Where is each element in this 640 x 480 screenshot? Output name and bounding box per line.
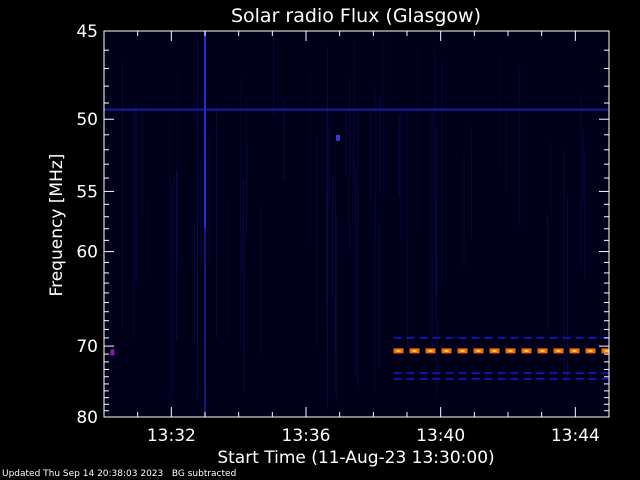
noise-stripe	[441, 61, 443, 288]
noise-stripe	[378, 222, 380, 368]
footer-status: Updated Thu Sep 14 20:38:03 2023 BG subt…	[2, 469, 236, 479]
noise-stripe	[550, 140, 552, 220]
y-tick-label: 45	[76, 22, 98, 42]
noise-stripe	[177, 74, 179, 262]
noise-stripe	[435, 198, 437, 296]
noise-stripe	[353, 41, 355, 190]
noise-stripe	[357, 116, 359, 389]
noise-stripe	[583, 130, 584, 199]
noise-stripe	[227, 201, 229, 335]
noise-stripe	[332, 173, 334, 296]
noise-stripe	[243, 179, 245, 392]
plot-frame	[103, 30, 610, 418]
noise-stripe	[208, 132, 210, 264]
noise-stripe	[240, 76, 242, 345]
noise-stripe	[584, 148, 586, 279]
noise-stripe	[122, 60, 123, 331]
chart-title: Solar radio Flux (Glasgow)	[231, 5, 481, 27]
noise-stripe	[580, 93, 582, 270]
emission-spot	[110, 349, 115, 356]
noise-stripe	[334, 199, 336, 352]
y-tick-label: 55	[76, 182, 98, 202]
noise-stripe	[374, 84, 376, 239]
y-tick-label: 50	[76, 110, 98, 130]
noise-stripe	[436, 127, 438, 396]
noise-stripe	[176, 170, 178, 341]
noise-stripe	[171, 184, 173, 400]
y-tick-label: 80	[76, 408, 98, 428]
noise-stripe	[194, 221, 195, 342]
noise-stripe	[169, 116, 171, 407]
emission-spot	[335, 134, 340, 141]
noise-stripe	[499, 57, 501, 167]
noise-stripe	[398, 116, 400, 198]
noise-stripe	[141, 99, 143, 219]
noise-stripe	[349, 79, 350, 252]
noise-stripe	[563, 150, 565, 374]
y-tick-label: 60	[76, 243, 98, 263]
noise-stripe	[336, 217, 337, 402]
noise-stripe	[327, 45, 328, 409]
x-tick-label: 13:44	[551, 426, 600, 446]
noise-stripe	[200, 157, 202, 265]
spectral-features	[104, 31, 609, 417]
y-axis-ticks: 45 50 55 60 70 80	[76, 22, 609, 428]
noise-stripe	[463, 154, 465, 269]
noise-stripe	[383, 35, 385, 200]
noise-stripe	[216, 107, 218, 339]
noise-stripe	[505, 110, 507, 192]
noise-stripe	[283, 98, 285, 180]
y-axis-label: Frequency [MHz]	[47, 154, 67, 297]
noise-stripe	[196, 40, 198, 398]
bg-subtracted-note: BG subtracted	[171, 469, 237, 479]
x-axis-label: Start Time (11-Aug-23 13:30:00)	[217, 448, 494, 468]
noise-stripe	[345, 111, 347, 174]
noise-stripe	[135, 102, 137, 282]
x-tick-label: 13:32	[147, 426, 196, 446]
noise-stripe	[260, 206, 262, 357]
noise-stripe	[316, 137, 318, 345]
noise-stripe	[241, 215, 243, 277]
x-tick-label: 13:40	[416, 426, 465, 446]
noise-stripe	[400, 110, 402, 241]
noise-stripe	[370, 112, 372, 202]
noise-stripe	[309, 74, 311, 245]
noise-stripe	[417, 47, 419, 233]
noise-stripe	[193, 38, 195, 125]
noise-stripe	[148, 201, 149, 274]
noise-stripe	[328, 128, 330, 207]
noise-stripes	[122, 35, 586, 409]
noise-stripe	[334, 137, 336, 396]
noise-stripe	[434, 60, 436, 322]
noise-stripe	[273, 36, 274, 116]
noise-stripe	[374, 191, 376, 391]
noise-stripe	[519, 65, 521, 226]
noise-stripe	[566, 197, 568, 377]
noise-stripe	[172, 171, 174, 390]
y-tick-label: 70	[76, 337, 98, 357]
noise-stripe	[355, 166, 357, 377]
noise-stripe	[351, 139, 353, 225]
x-tick-label: 13:36	[282, 426, 331, 446]
noise-stripe	[133, 110, 135, 339]
noise-stripe	[471, 126, 473, 240]
noise-stripe	[201, 89, 203, 158]
plot-background	[104, 31, 609, 417]
noise-stripe	[547, 214, 549, 329]
noise-stripe	[379, 94, 381, 196]
noise-stripe	[434, 45, 436, 261]
noise-stripe	[246, 144, 248, 233]
noise-stripe	[431, 106, 433, 355]
noise-stripe	[407, 108, 409, 358]
x-axis-ticks: 13:32 13:36 13:40 13:44	[103, 31, 610, 446]
updated-timestamp: Updated Thu Sep 14 20:38:03 2023	[2, 469, 164, 479]
